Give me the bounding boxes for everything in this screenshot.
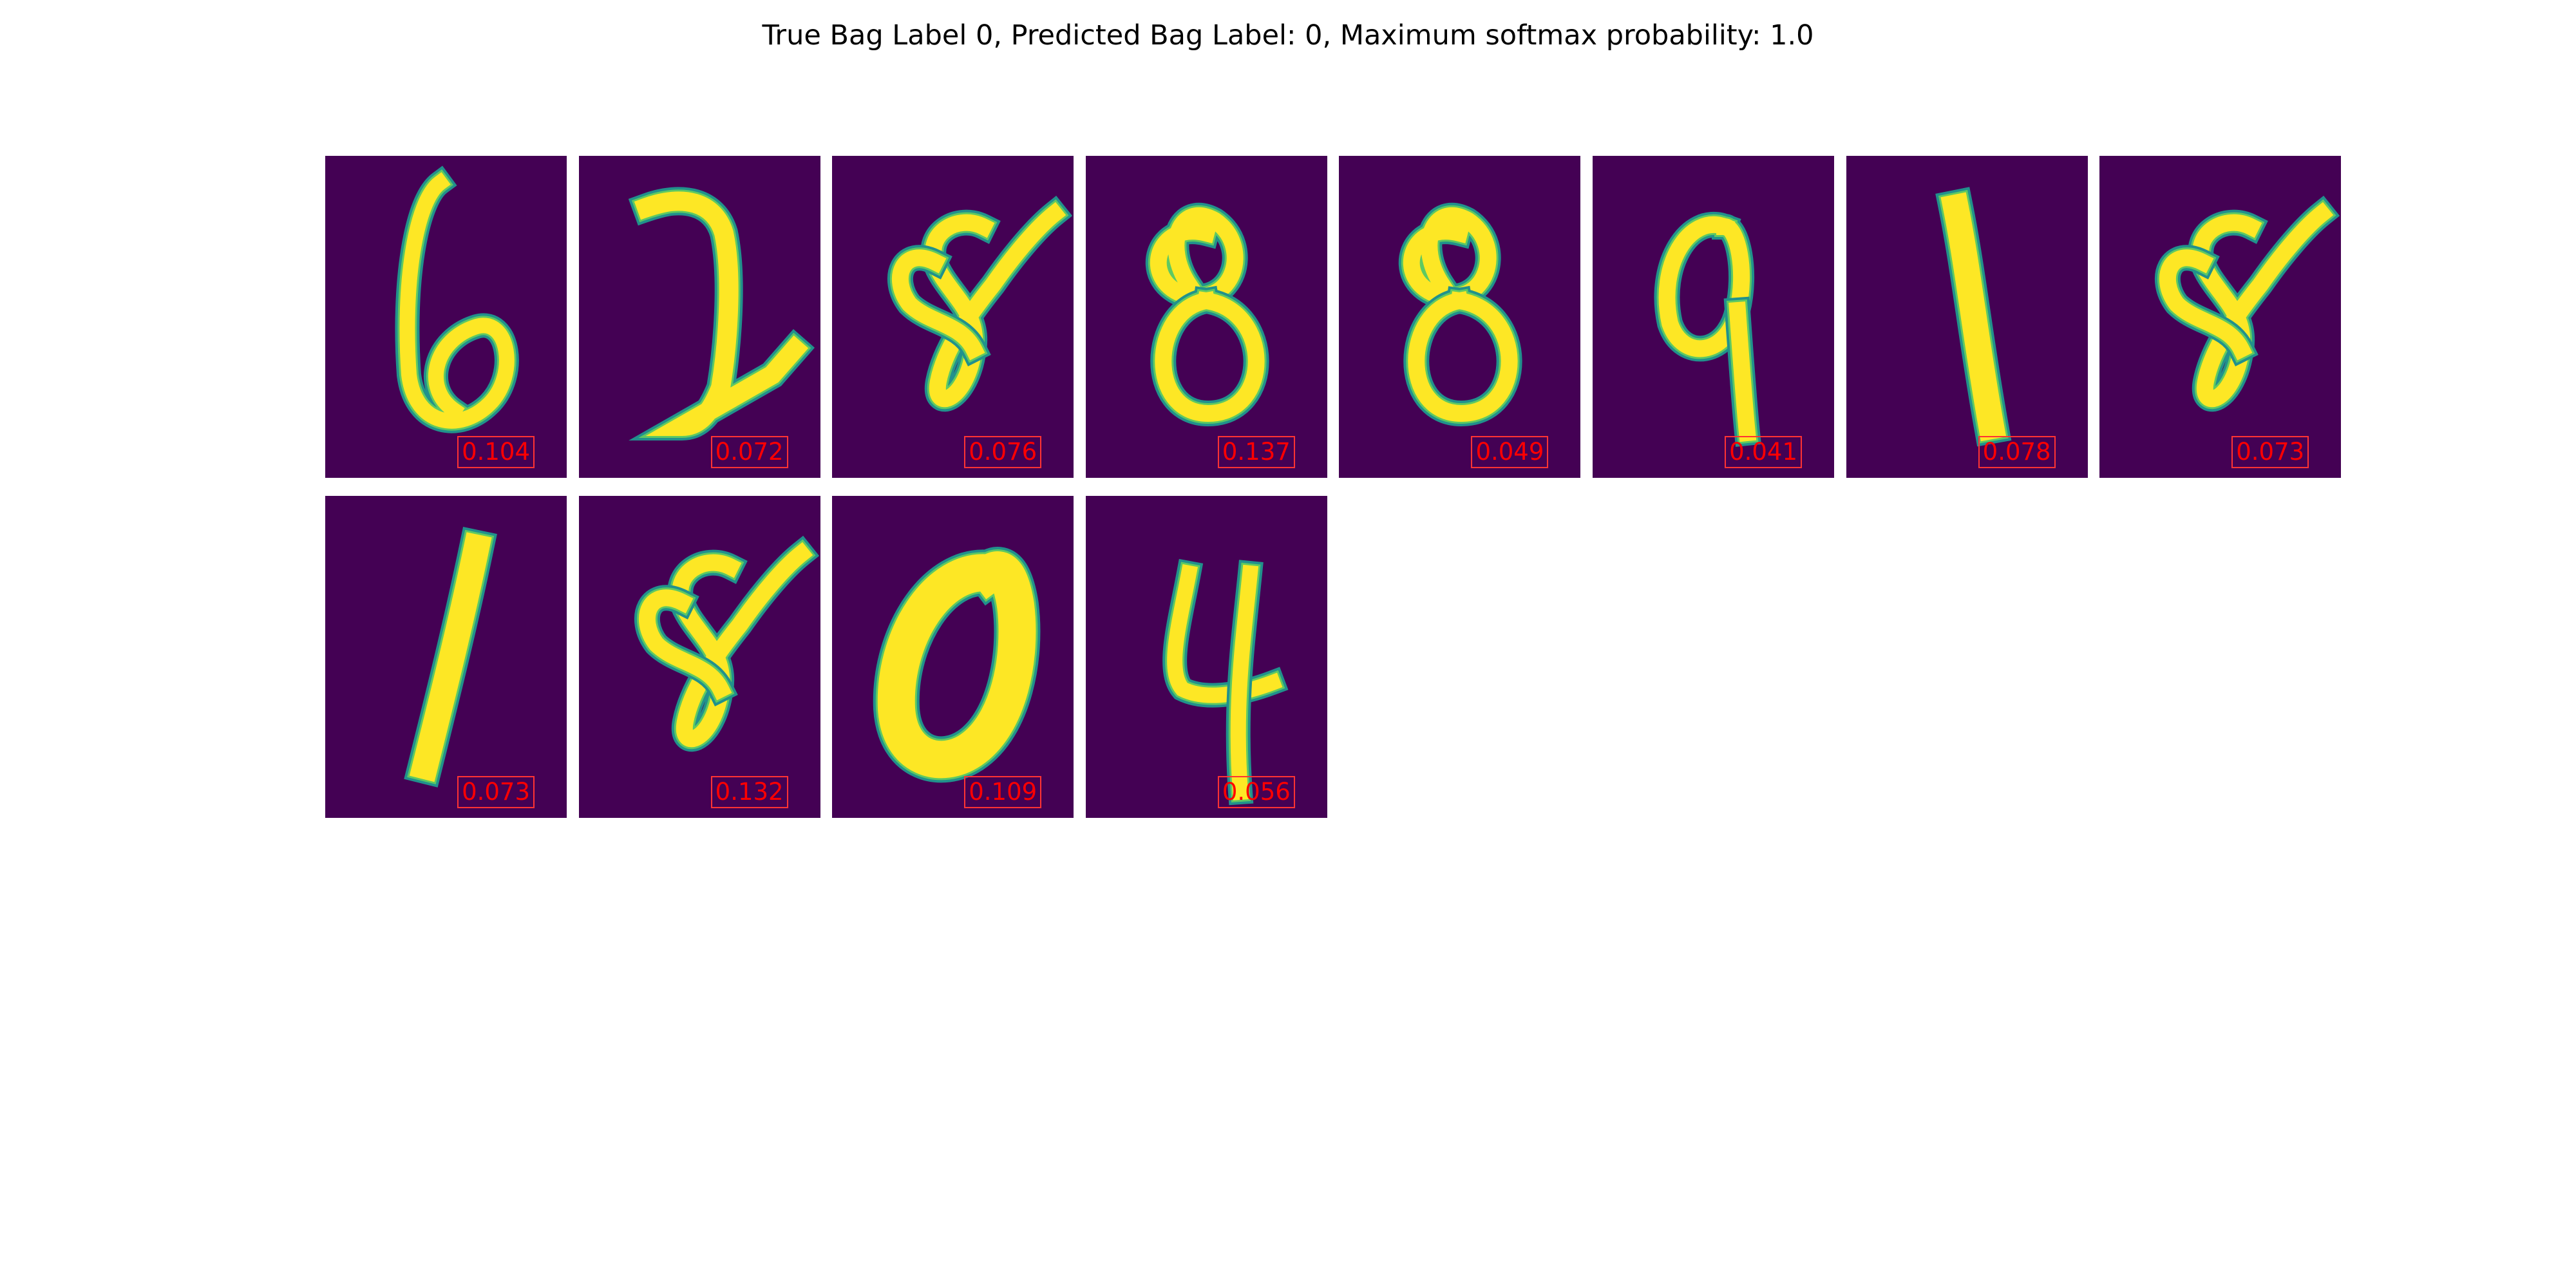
digit-image-tile: 0.076 <box>832 156 1074 478</box>
digit-stroke <box>1940 192 2006 442</box>
digit-8-image <box>832 156 1074 478</box>
digit-stroke <box>399 172 515 429</box>
digit-image-tile: 0.078 <box>1846 156 2088 478</box>
image-background <box>1593 156 1834 478</box>
figure-title: True Bag Label 0, Predicted Bag Label: 0… <box>762 19 1814 52</box>
attention-score-label: 0.076 <box>964 436 1042 468</box>
attention-score-label: 0.073 <box>2231 436 2309 468</box>
attention-score-label: 0.056 <box>1217 776 1295 808</box>
digit-stroke <box>1408 290 1518 422</box>
digit-image-tile: 0.049 <box>1339 156 1581 478</box>
digit-image-tile: 0.109 <box>832 496 1074 818</box>
attention-score-label: 0.078 <box>1978 436 2056 468</box>
digit-image-tile: 0.073 <box>2099 156 2342 478</box>
digit-8-image <box>578 496 820 818</box>
digit-image-tile: 0.041 <box>1593 156 1834 478</box>
digit-image-tile: 0.137 <box>1085 156 1327 478</box>
digit-image-tile: 0.132 <box>578 496 820 818</box>
digit-stroke <box>1658 216 1750 357</box>
attention-score-label: 0.104 <box>457 436 535 468</box>
digit-stroke <box>634 191 808 437</box>
attention-score-label: 0.072 <box>710 436 788 468</box>
digit-8-image <box>1085 156 1327 478</box>
attention-score-label: 0.049 <box>1471 436 1549 468</box>
digit-stroke <box>1155 290 1265 422</box>
digit-image-tile: 0.073 <box>325 496 567 818</box>
digit-image-tile: 0.072 <box>578 156 820 478</box>
digit-stroke <box>1150 207 1244 305</box>
image-background <box>1085 496 1327 818</box>
digit-image-tile: 0.104 <box>325 156 567 478</box>
attention-score-label: 0.109 <box>964 776 1042 808</box>
digit-stroke <box>878 551 1036 779</box>
digit-image-tile: 0.056 <box>1085 496 1327 818</box>
digit-stroke <box>1728 301 1757 442</box>
digit-stroke <box>1230 564 1258 800</box>
digit-1-image <box>325 496 567 818</box>
digit-8-image <box>2099 156 2342 478</box>
digit-stroke <box>409 532 492 782</box>
digit-6-image <box>325 156 567 478</box>
digit-stroke <box>892 249 985 361</box>
digit-stroke <box>638 589 732 701</box>
digit-4-image <box>1085 496 1327 818</box>
digit-8-image <box>1339 156 1581 478</box>
attention-score-label: 0.137 <box>1217 436 1295 468</box>
attention-score-label: 0.132 <box>710 776 788 808</box>
digit-0-image <box>832 496 1074 818</box>
digit-2-image <box>578 156 820 478</box>
attention-score-label: 0.041 <box>1725 436 1802 468</box>
digit-1-image <box>1846 156 2088 478</box>
attention-score-label: 0.073 <box>457 776 535 808</box>
digit-stroke <box>2159 249 2253 361</box>
digit-9-image <box>1593 156 1834 478</box>
digit-stroke <box>1403 207 1497 305</box>
